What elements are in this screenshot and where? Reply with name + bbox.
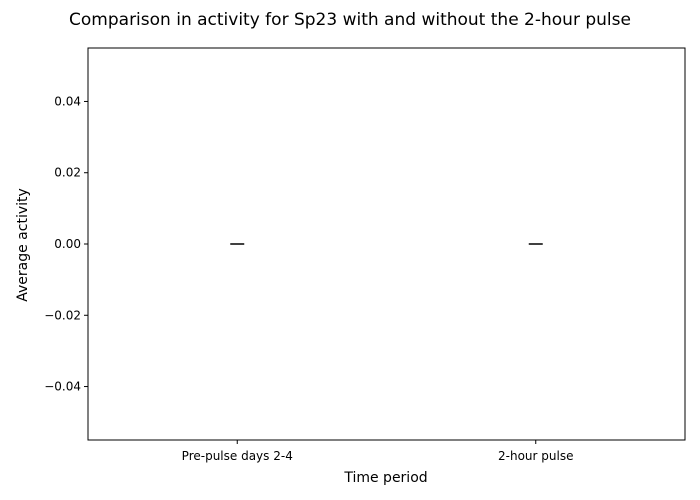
- y-axis: −0.04 −0.02 0.00 0.02 0.04: [44, 94, 88, 394]
- y-tick-label: −0.02: [44, 308, 81, 322]
- y-axis-label: Average activity: [15, 188, 31, 302]
- plot-area-frame: [87, 47, 686, 441]
- y-tick-label: −0.04: [44, 380, 81, 394]
- y-tick-label: 0.02: [54, 166, 81, 180]
- x-axis-label: Time period: [343, 470, 427, 486]
- x-tick-label: Pre-pulse days 2-4: [182, 449, 293, 463]
- chart-title: Comparison in activity for Sp23 with and…: [69, 10, 631, 30]
- y-tick-label: 0.00: [54, 237, 81, 251]
- y-tick-label: 0.04: [54, 94, 81, 108]
- x-tick-label: 2-hour pulse: [498, 449, 573, 463]
- x-axis: Pre-pulse days 2-4 2-hour pulse: [182, 440, 573, 463]
